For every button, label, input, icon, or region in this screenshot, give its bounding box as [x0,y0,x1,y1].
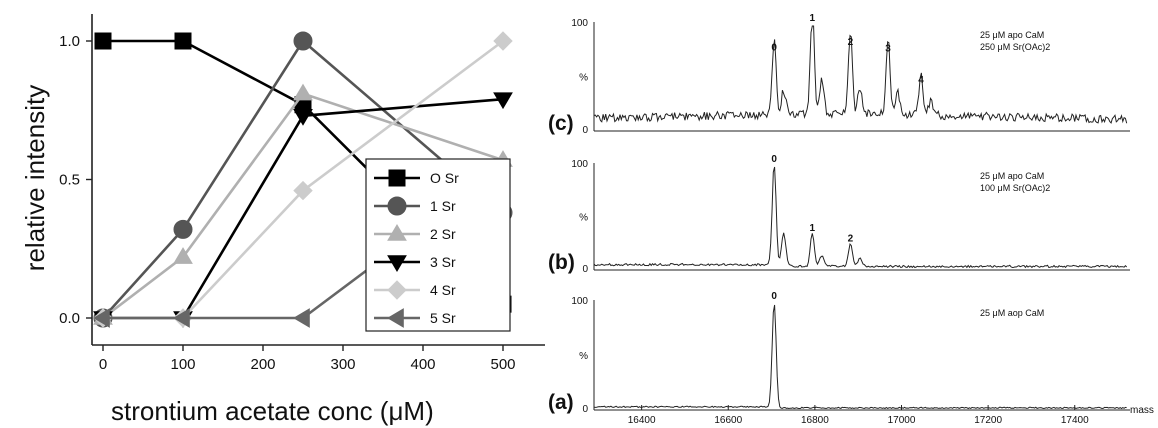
mass-tick-label: 17400 [1061,415,1089,426]
data-point [173,308,190,328]
legend-label: O Sr [430,170,459,186]
x-tick-label: 0 [99,356,107,373]
legend-item: 1 Sr [374,196,456,216]
data-point [174,32,192,50]
mass-tick-label: 16800 [801,415,829,426]
peak-label: 1 [810,223,816,234]
panel-y-label: 100 [571,18,588,29]
panel-letter: (a) [548,391,574,414]
legend-marker [387,196,407,216]
left-y-axis-label: relative intensity [20,85,50,271]
legend-item: O Sr [374,169,459,187]
x-tick-label: 400 [410,356,435,373]
data-point [293,180,313,201]
spectrum-trace [593,166,1128,269]
legend-marker [387,280,407,300]
panel-annotation: 250 μM Sr(OAc)2 [980,42,1050,52]
y-tick-label: 0.5 [59,172,80,189]
left-chart: 0 100 200 300 400 500 0.0 0.5 1.0 relative inte… [20,14,545,426]
panel-y-label: 100 [571,296,588,307]
x-tick-label: 200 [250,356,275,373]
spectrum-trace [593,304,1127,410]
data-point [293,83,313,101]
spectrum-panel: 100% 0 (c) 25 μM apo CaM 250 μM Sr(OAc)2 0 1 2 3… [548,13,1130,136]
x-tick-label: 100 [170,356,195,373]
panel-annotation: 25 μM apo CaM [980,30,1044,40]
panel-letter: (c) [548,112,574,135]
data-point [293,108,313,126]
data-point [493,92,513,110]
peak-label: 3 [885,43,891,54]
data-point [173,219,193,239]
legend-marker [388,169,406,187]
left-x-axis-label: strontium acetate conc (μM) [111,396,434,426]
legend-marker [387,308,404,328]
legend: O Sr 1 Sr 2 Sr 3 Sr 4 Sr 5 Sr [365,158,511,332]
data-point [94,32,112,50]
legend-box [365,158,511,332]
peak-label: 4 [918,75,924,86]
data-point [493,31,513,51]
spectrum-panel: 100% 0 (b) 25 μM apo CaM 100 μM Sr(OAc)2 0 1 2 [548,154,1130,275]
panel-letter: (b) [548,251,575,274]
series-line [102,92,504,320]
legend-label: 1 Sr [430,198,456,214]
peak-label: 0 [771,291,777,302]
peak-label: 2 [848,37,854,48]
mass-tick-label: 16400 [628,415,656,426]
panel-y-label: 100 [571,159,588,170]
legend-item: 4 Sr [374,280,456,300]
panel-y-label: % [579,73,588,84]
peak-label: 0 [771,154,777,165]
panel-annotation: 25 μM aop CaM [980,308,1044,318]
x-tick-label: 500 [490,356,515,373]
data-point [293,308,310,328]
panel-y-label: 0 [582,125,588,136]
legend-label: 3 Sr [430,254,456,270]
panel-y-label: 0 [582,404,588,415]
mass-tick-label: 16600 [714,415,742,426]
peak-label: 1 [810,13,816,24]
legend-label: 5 Sr [430,310,456,326]
legend-item: 5 Sr [374,308,456,328]
legend-marker [387,224,407,241]
panel-y-label: 0 [582,264,588,275]
x-tick-label: 300 [330,356,355,373]
spectrum-trace [593,25,1128,124]
panel-annotation: 25 μM apo CaM [980,171,1044,181]
peak-label: 2 [848,233,854,244]
data-point [293,31,313,51]
legend-item: 2 Sr [374,224,456,242]
legend-label: 2 Sr [430,226,456,242]
legend-marker [387,255,407,272]
y-tick-label: 1.0 [59,33,80,50]
legend-label: 4 Sr [430,282,456,298]
panel-y-label: % [579,213,588,224]
data-point [93,308,110,328]
peak-label: 0 [771,42,777,53]
mass-tick-label: 17200 [974,415,1002,426]
spectrum-panel: 100% 0 (a) 25 μM aop CaM 0 [548,291,1130,415]
panel-y-label: % [579,351,588,362]
panel-annotation: 100 μM Sr(OAc)2 [980,183,1050,193]
legend-item: 3 Sr [374,254,456,272]
data-point [173,247,193,264]
y-tick-label: 0.0 [59,310,80,327]
mass-tick-label: 17000 [888,415,916,426]
mass-axis-label: mass [1130,405,1154,416]
